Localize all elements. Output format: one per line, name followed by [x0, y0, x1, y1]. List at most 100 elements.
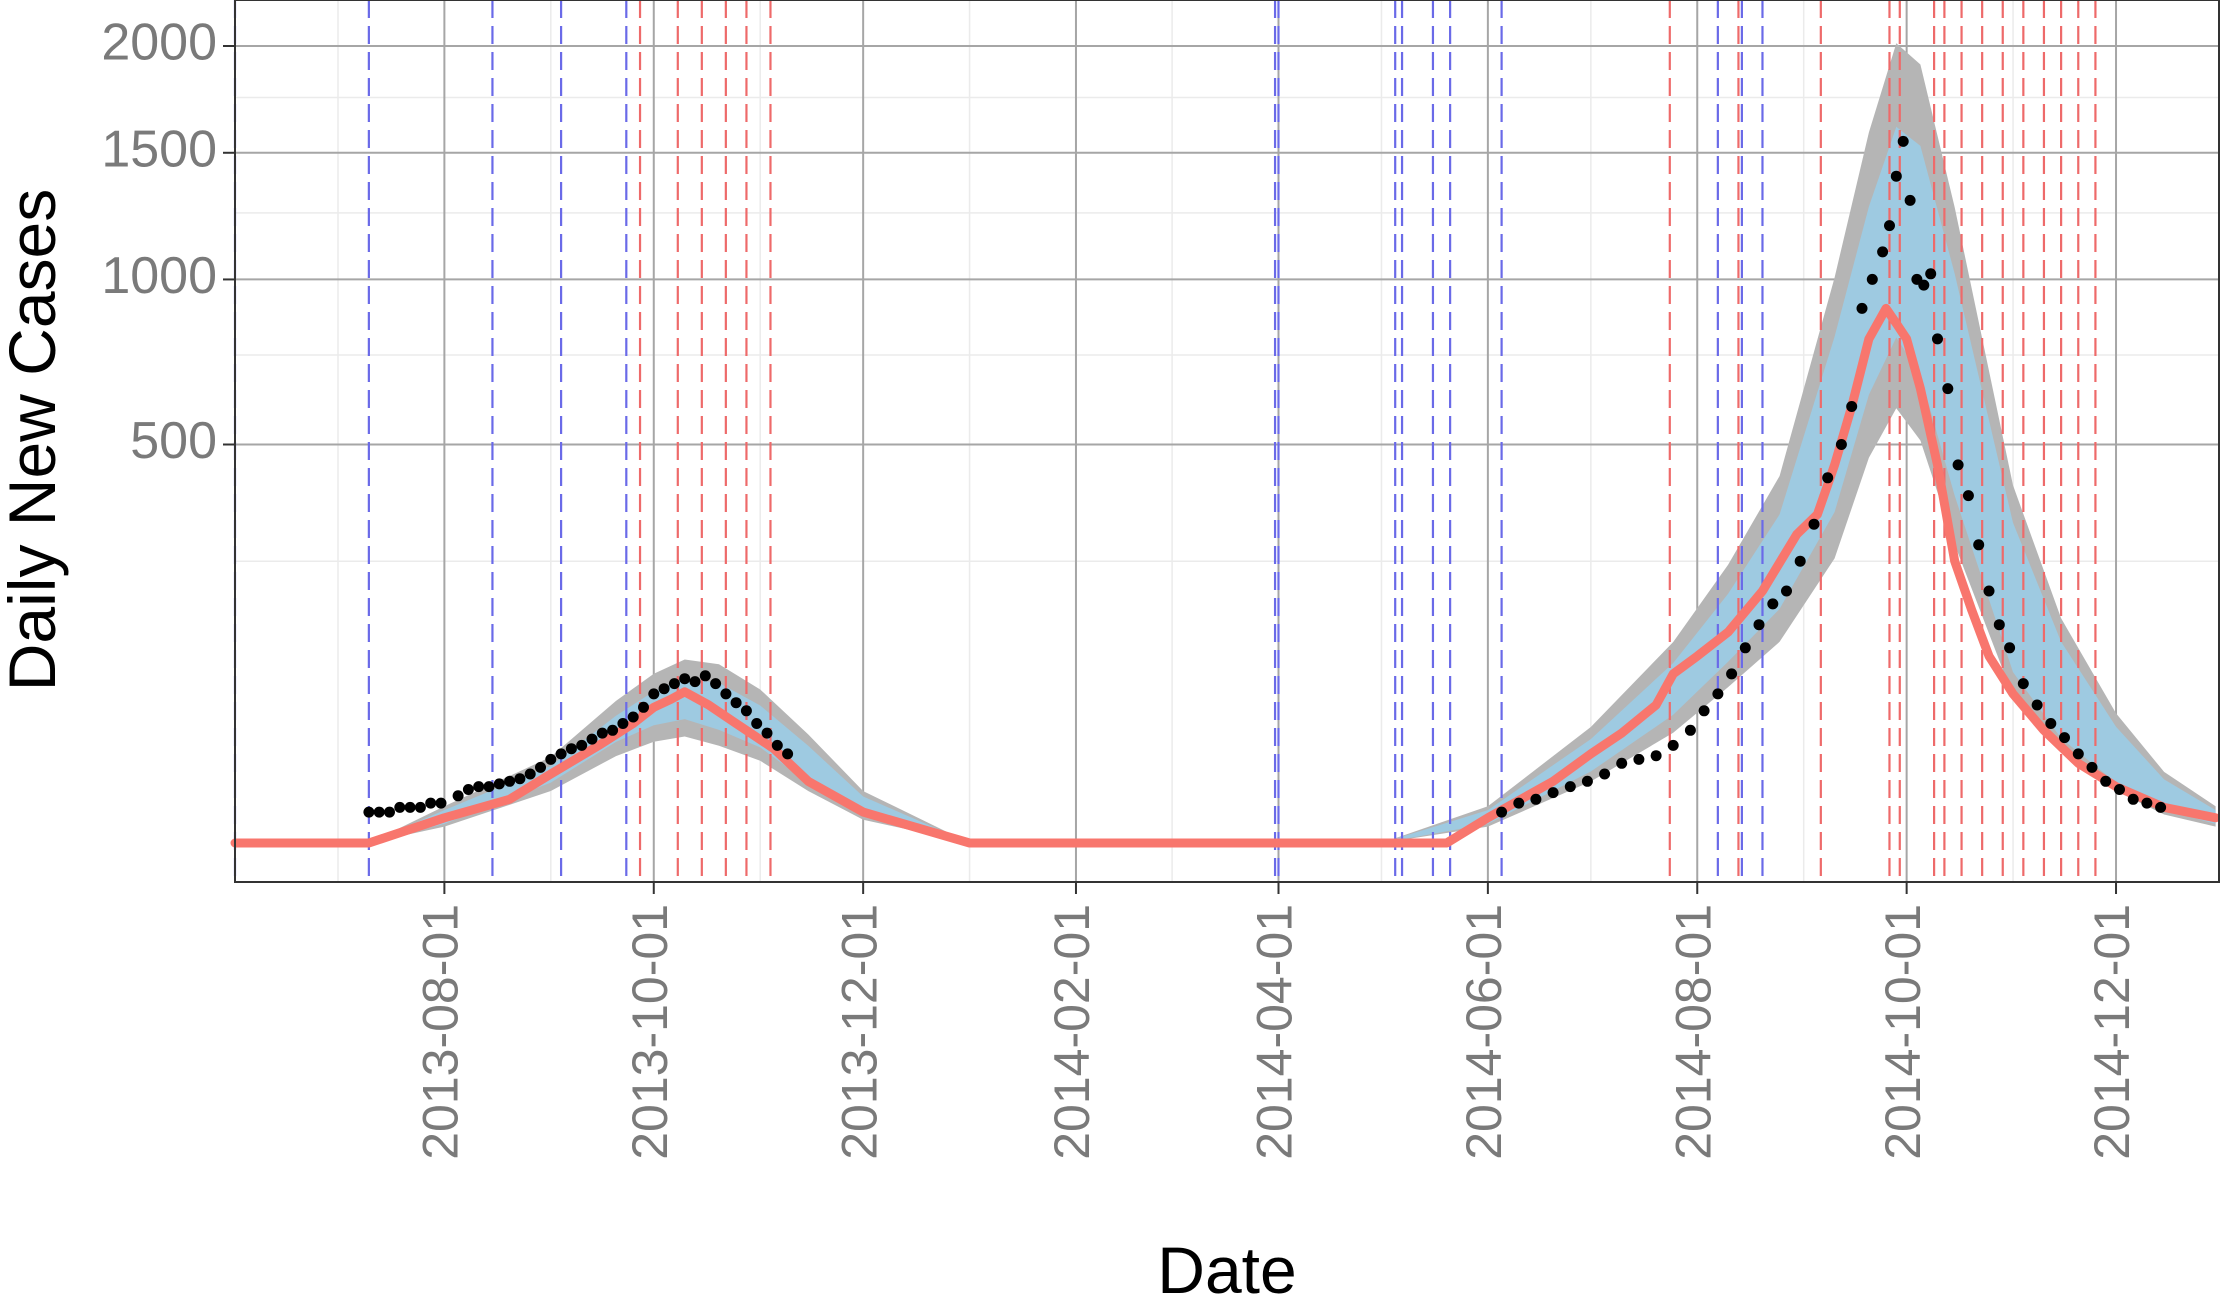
observed-point	[545, 753, 557, 765]
observed-point	[373, 806, 385, 818]
observed-point	[524, 768, 536, 780]
fit-line	[230, 303, 2220, 848]
observed-point	[493, 778, 505, 790]
observed-point	[1739, 642, 1751, 654]
observed-point	[1822, 472, 1834, 484]
observed-point	[2059, 732, 2070, 744]
observed-point	[2045, 718, 2057, 729]
observed-point	[1633, 753, 1645, 765]
observed-point	[504, 775, 516, 787]
observed-point	[1530, 793, 1542, 805]
observed-point	[2155, 801, 2167, 813]
y-tick-label: 1000	[101, 247, 217, 305]
observed-point	[1952, 459, 1964, 471]
observed-point	[771, 739, 783, 751]
observed-point	[425, 797, 437, 809]
simulation-envelope	[368, 43, 2216, 843]
y-axis-title: Daily New Cases	[0, 189, 69, 691]
fit-line-layer	[230, 303, 2220, 848]
observed-point	[1877, 246, 1889, 258]
observed-point	[535, 761, 546, 773]
observed-point	[483, 781, 495, 793]
observed-point	[648, 688, 660, 700]
observed-point	[1564, 781, 1576, 793]
observed-point	[576, 739, 588, 751]
observed-point	[638, 701, 649, 713]
observed-point	[1835, 439, 1847, 450]
observed-point	[1904, 194, 1916, 206]
plot-border	[234, 0, 2220, 883]
observed-point	[1925, 268, 1937, 280]
x-tick-label: 2014-04-01	[1247, 904, 1303, 1160]
observed-point	[1932, 333, 1943, 345]
observed-point	[2031, 699, 2043, 711]
observed-point	[514, 773, 526, 785]
observed-point	[1962, 490, 1974, 502]
observed-point	[1993, 619, 2005, 631]
y-axis: 500 1000 1500 2000	[101, 14, 235, 470]
observed-point	[1513, 797, 1525, 809]
observed-point	[1667, 739, 1679, 751]
observed-point	[2100, 775, 2112, 787]
observed-point	[1726, 668, 1738, 680]
observed-point	[1884, 220, 1895, 232]
observed-point	[2072, 748, 2084, 760]
x-tick-label: 2013-10-01	[622, 904, 678, 1160]
observed-point	[751, 718, 763, 729]
major-grid	[235, 0, 2219, 882]
observed-point	[1581, 775, 1593, 787]
observed-point	[565, 743, 577, 755]
observed-point	[689, 676, 701, 688]
x-tick-label: 2013-08-01	[413, 904, 469, 1160]
x-axis-title: Date	[1157, 1233, 1296, 1301]
y-tick-label: 500	[130, 412, 217, 470]
x-tick-label: 2014-10-01	[1875, 904, 1931, 1160]
observed-point	[2017, 678, 2029, 690]
observed-point	[1890, 170, 1902, 182]
observed-point	[384, 806, 395, 818]
observed-point	[1650, 750, 1662, 762]
observed-point	[1599, 768, 1611, 780]
x-tick-label: 2013-12-01	[831, 904, 887, 1160]
observed-point	[1684, 724, 1696, 736]
observed-point	[1983, 585, 1995, 597]
observed-point	[2127, 793, 2139, 805]
observed-point	[2114, 784, 2125, 795]
x-axis: 2013-08-01 2013-10-01 2013-12-01 2014-02-01…	[413, 882, 2140, 1160]
observed-point	[1753, 619, 1765, 631]
observed-point	[1712, 688, 1724, 700]
x-tick-label: 2014-12-01	[2084, 904, 2140, 1160]
observed-point	[1918, 279, 1930, 291]
observed-point	[394, 801, 406, 813]
observed-point	[1897, 135, 1909, 147]
observed-point	[1942, 383, 1954, 395]
observed-point	[2141, 797, 2153, 809]
observed-points	[363, 135, 2167, 818]
observed-point	[782, 748, 794, 760]
observed-point	[627, 711, 639, 723]
observed-point	[414, 801, 426, 813]
observed-point	[2004, 642, 2016, 654]
observed-point	[740, 705, 752, 717]
observed-point	[1973, 539, 1985, 551]
observed-point	[679, 673, 691, 685]
y-tick-label: 1500	[101, 121, 217, 179]
y-tick-label: 2000	[101, 14, 217, 72]
x-tick-label: 2014-08-01	[1666, 904, 1722, 1160]
observed-point	[596, 727, 608, 739]
observed-point	[473, 781, 485, 793]
observed-point	[2086, 761, 2098, 773]
observed-point	[710, 678, 722, 690]
observed-point	[730, 697, 742, 709]
observed-point	[1547, 787, 1559, 799]
observed-point	[363, 806, 375, 818]
observed-point	[1808, 518, 1820, 530]
observed-point	[1866, 273, 1878, 285]
observed-point	[404, 801, 416, 813]
observed-point	[555, 748, 567, 760]
observed-point	[452, 790, 464, 802]
observed-point	[668, 678, 680, 690]
observed-point	[462, 784, 474, 795]
observed-point	[1496, 806, 1508, 818]
